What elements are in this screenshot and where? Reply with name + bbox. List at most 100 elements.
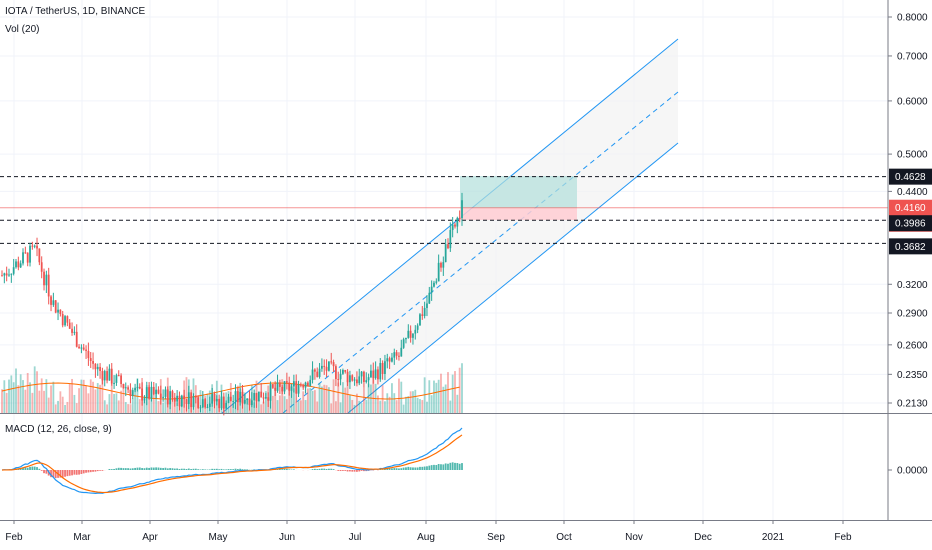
price-tick-label: 0.2130 xyxy=(897,399,928,410)
time-tick-label: Aug xyxy=(417,532,435,543)
macd-histogram-bar xyxy=(50,470,52,478)
candle-body xyxy=(127,387,129,390)
macd-histogram-bar xyxy=(176,468,179,470)
candle-body xyxy=(110,368,113,384)
macd-histogram-bar xyxy=(239,468,242,470)
macd-histogram-bar xyxy=(384,469,386,470)
macd-histogram-bar xyxy=(332,469,335,470)
candle-body xyxy=(407,330,410,338)
volume-bar xyxy=(138,399,141,413)
candle-body xyxy=(33,245,36,247)
candle-body xyxy=(309,379,312,386)
volume-bar xyxy=(297,400,300,413)
volume-bar xyxy=(332,379,335,413)
candle-body xyxy=(10,273,13,275)
candle-body xyxy=(430,286,433,293)
candle-body xyxy=(332,362,335,367)
candle-body xyxy=(234,391,237,401)
price-tick-label: 0.8000 xyxy=(897,13,928,24)
macd-histogram-bar xyxy=(208,469,211,470)
candle-body xyxy=(215,398,218,402)
candle-body xyxy=(379,362,382,380)
macd-histogram-bar xyxy=(225,469,228,470)
candle-body xyxy=(87,350,90,359)
candle-body xyxy=(374,369,377,379)
volume-bar xyxy=(61,396,64,413)
channel-median-line[interactable] xyxy=(282,91,679,414)
macd-histogram-bar xyxy=(400,468,403,470)
macd-signal-line xyxy=(1,434,463,494)
candle-body xyxy=(409,330,412,338)
macd-histogram-bar xyxy=(19,468,22,470)
volume-bar xyxy=(379,400,382,413)
volume-bar xyxy=(435,382,438,413)
macd-histogram-bar xyxy=(320,468,323,470)
volume-bar xyxy=(402,404,405,413)
macd-histogram-bar xyxy=(122,468,125,470)
macd-histogram-bar xyxy=(31,466,34,470)
macd-histogram-bar xyxy=(180,468,183,470)
macd-indicator-label[interactable]: MACD (12, 26, close, 9) xyxy=(5,424,112,435)
candle-body xyxy=(180,395,183,407)
target-zone xyxy=(460,176,577,208)
candle-body xyxy=(339,373,342,380)
macd-histogram-bar xyxy=(388,468,391,470)
candle-body xyxy=(141,388,144,401)
time-tick-label: 2021 xyxy=(762,532,785,543)
long-position-tool[interactable] xyxy=(460,176,577,220)
volume-indicator-label[interactable]: Vol (20) xyxy=(5,24,40,35)
volume-bar xyxy=(419,399,421,413)
macd-histogram-bar xyxy=(134,467,136,470)
volume-bar xyxy=(388,396,391,413)
macd-histogram-bar xyxy=(166,468,169,470)
candle-body xyxy=(386,358,389,362)
volume-bar xyxy=(304,400,307,413)
volume-bar xyxy=(64,404,66,413)
volume-bar xyxy=(405,396,407,413)
volume-bar xyxy=(19,374,22,413)
macd-histogram-bar xyxy=(440,464,442,470)
macd-histogram-bar xyxy=(199,469,202,470)
candle-body xyxy=(129,389,132,396)
candle-body xyxy=(400,347,403,357)
candle-body xyxy=(220,396,223,409)
macd-histogram-bar xyxy=(426,466,428,470)
volume-bar xyxy=(458,367,461,413)
candle-body xyxy=(447,244,449,249)
candle-body xyxy=(213,393,216,402)
volume-bar xyxy=(349,395,351,413)
volume-bar xyxy=(12,382,15,413)
candle-body xyxy=(225,402,228,409)
candle-body xyxy=(15,261,17,268)
price-badge-label: 0.4628 xyxy=(895,172,926,183)
volume-bar xyxy=(162,402,165,413)
candle-body xyxy=(337,378,340,380)
macd-histogram-bar xyxy=(29,466,31,470)
volume-bar xyxy=(306,388,309,413)
candle-body xyxy=(363,371,365,383)
volume-bar xyxy=(278,395,281,413)
macd-histogram-bar xyxy=(64,470,66,477)
channel-lower-line[interactable] xyxy=(347,142,679,414)
time-tick-label: Jun xyxy=(279,532,295,543)
macd-histogram-bar xyxy=(407,466,410,470)
time-tick-label: Sep xyxy=(487,532,505,543)
candle-body xyxy=(281,386,284,392)
macd-histogram-bar xyxy=(36,467,38,470)
macd-histogram-bar xyxy=(391,468,393,470)
volume-bar xyxy=(59,391,62,413)
candle-body xyxy=(222,396,225,409)
symbol-title[interactable]: IOTA / TetherUS, 1D, BINANCE xyxy=(5,6,146,17)
macd-histogram-bar xyxy=(393,468,396,470)
volume-bar xyxy=(257,399,260,413)
candle-body xyxy=(50,296,52,305)
macd-histogram-bar xyxy=(192,468,195,470)
macd-histogram-bar xyxy=(43,470,45,474)
candle-body xyxy=(276,382,279,391)
macd-histogram-bar xyxy=(141,468,144,470)
candle-body xyxy=(346,371,349,383)
candle-body xyxy=(313,369,316,372)
volume-bar xyxy=(150,395,153,413)
volume-bar xyxy=(414,389,417,413)
